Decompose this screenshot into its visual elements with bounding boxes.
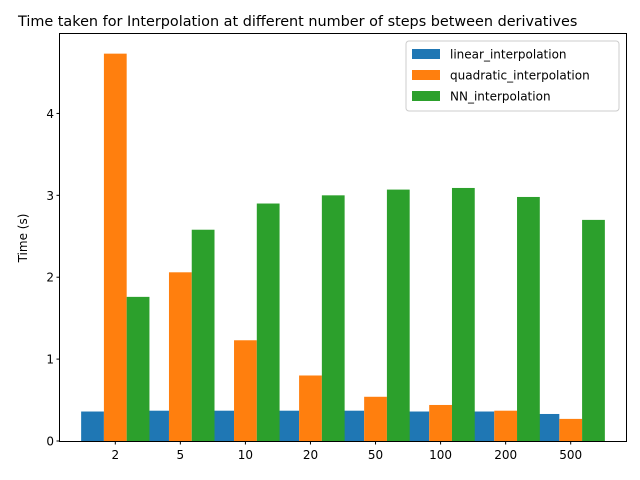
bar-linear_interpolation-20 xyxy=(276,410,300,441)
x-tick-label: 200 xyxy=(494,448,517,462)
bar-linear_interpolation-50 xyxy=(341,410,365,441)
bar-linear_interpolation-500 xyxy=(536,413,560,441)
x-tick-label: 20 xyxy=(303,448,318,462)
legend: linear_interpolation quadratic_interpolat… xyxy=(405,40,620,112)
legend-label-linear_interpolation: linear_interpolation xyxy=(450,48,567,62)
bars-group xyxy=(81,53,605,442)
x-tick-label: 100 xyxy=(429,448,452,462)
bar-quadratic_interpolation-500 xyxy=(559,418,583,441)
x-tick-label: 10 xyxy=(238,448,253,462)
bar-NN_interpolation-100 xyxy=(451,187,475,441)
chart-title: Time taken for Interpolation at differen… xyxy=(17,14,577,30)
y-tick-label: 2 xyxy=(46,271,54,285)
x-tick-label: 50 xyxy=(368,448,383,462)
x-tick-label: 500 xyxy=(559,448,582,462)
x-axis: 2 5 10 20 50 100 200 500 xyxy=(111,441,582,462)
bar-NN_interpolation-200 xyxy=(517,196,540,441)
legend-swatch-quadratic_interpolation xyxy=(412,70,440,80)
bar-linear_interpolation-2 xyxy=(81,411,104,441)
bar-NN_interpolation-20 xyxy=(321,195,345,441)
y-axis-label: Time (s) xyxy=(16,214,30,264)
plot-frame xyxy=(59,33,627,442)
bar-quadratic_interpolation-200 xyxy=(494,410,518,441)
bar-quadratic_interpolation-20 xyxy=(299,375,322,441)
bar-NN_interpolation-10 xyxy=(256,203,280,441)
y-tick-label: 3 xyxy=(46,189,54,203)
legend-label-NN_interpolation: NN_interpolation xyxy=(450,90,551,104)
y-axis: 0 1 2 3 4 xyxy=(46,107,60,449)
bar-linear_interpolation-10 xyxy=(211,410,235,441)
bar-quadratic_interpolation-10 xyxy=(234,340,257,441)
bar-quadratic_interpolation-5 xyxy=(168,272,192,441)
bar-quadratic_interpolation-50 xyxy=(364,396,387,441)
bar-linear_interpolation-5 xyxy=(146,410,169,441)
y-tick-label: 0 xyxy=(46,435,54,449)
x-tick-label: 5 xyxy=(177,448,185,462)
bar-linear_interpolation-100 xyxy=(406,411,430,441)
legend-swatch-NN_interpolation xyxy=(412,91,440,101)
bar-NN_interpolation-50 xyxy=(386,189,410,441)
bar-quadratic_interpolation-100 xyxy=(429,404,452,441)
y-tick-label: 1 xyxy=(46,353,54,367)
bar-NN_interpolation-5 xyxy=(191,229,215,441)
bar-quadratic_interpolation-2 xyxy=(103,53,127,442)
legend-swatch-linear_interpolation xyxy=(412,49,440,59)
legend-label-quadratic_interpolation: quadratic_interpolation xyxy=(450,69,590,83)
bar-linear_interpolation-200 xyxy=(471,411,495,441)
legend-box xyxy=(405,40,620,112)
bar-NN_interpolation-500 xyxy=(582,219,605,441)
y-tick-label: 4 xyxy=(46,107,54,121)
bar-NN_interpolation-2 xyxy=(126,296,150,441)
x-tick-label: 2 xyxy=(111,448,119,462)
